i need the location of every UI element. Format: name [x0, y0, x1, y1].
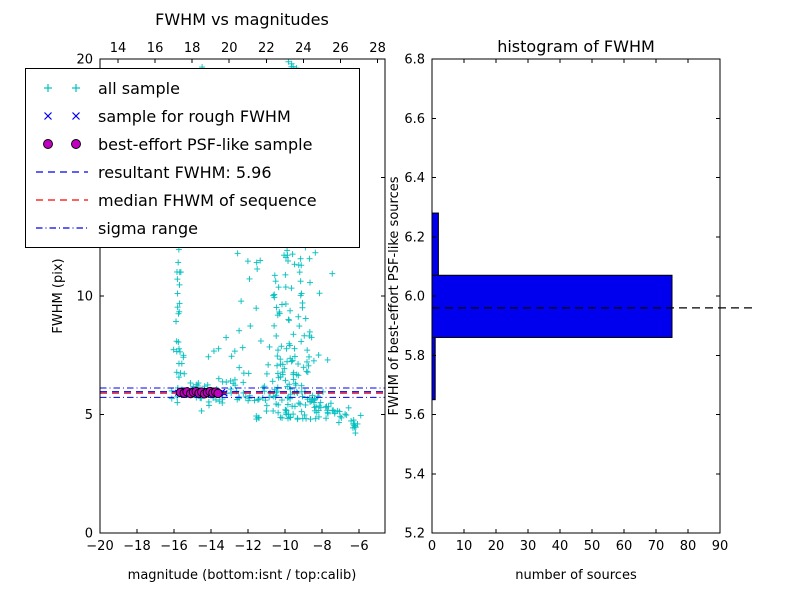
tick-label: 5: [85, 408, 93, 423]
tick-label: 24: [295, 41, 312, 56]
tick-label: 22: [258, 41, 275, 56]
tick-label: 60: [616, 539, 633, 554]
tick-label: 6.8: [404, 53, 425, 68]
psf-sample-points: [175, 386, 223, 399]
tick-label: 6.0: [404, 290, 425, 305]
legend-item: sample for rough FWHM: [34, 102, 347, 130]
tick-label: 10: [76, 290, 93, 305]
legend-label: all sample: [98, 78, 180, 98]
dashed-legend-marker: [36, 171, 88, 173]
legend: all sample sample for rough FWHM best-effo…: [25, 68, 360, 248]
tick-label: 6.4: [404, 171, 425, 186]
tick-label: 20: [488, 539, 505, 554]
tick-label: 5.4: [404, 467, 425, 482]
tick-label: 20: [221, 41, 238, 56]
left-xaxis-label: magnitude (bottom:isnt / top:calib): [128, 568, 357, 583]
tick-label: 5.6: [404, 408, 425, 423]
tick-label: 28: [369, 41, 386, 56]
dashed-legend-marker: [36, 199, 88, 201]
dashdot-legend-marker: [36, 227, 88, 229]
tick-label: 0: [428, 539, 436, 554]
histogram-bars: [431, 212, 673, 401]
legend-item: best-effort PSF-like sample: [34, 130, 347, 158]
left-yaxis-label: FWHM (pix): [51, 258, 66, 333]
legend-label: best-effort PSF-like sample: [98, 134, 313, 154]
legend-label: resultant FWHM: 5.96: [98, 162, 272, 182]
tick-label: 6.6: [404, 112, 425, 127]
x-legend-marker: [44, 112, 80, 120]
right-yaxis-label: FWHM of best-effort PSF-like sources: [387, 176, 402, 415]
tick-label: 18: [184, 41, 201, 56]
tick-label: −20: [86, 539, 113, 554]
tick-label: −12: [234, 539, 261, 554]
right-xaxis-label: number of sources: [515, 568, 637, 583]
tick-label: 20: [76, 53, 93, 68]
circle-legend-marker: [43, 139, 81, 149]
legend-label: median FHWM of sequence: [98, 190, 317, 210]
tick-label: 70: [648, 539, 665, 554]
legend-label: sigma range: [98, 218, 198, 238]
legend-item: median FHWM of sequence: [34, 186, 347, 214]
tick-label: 26: [332, 41, 349, 56]
tick-label: 30: [520, 539, 537, 554]
tick-label: 6.2: [404, 230, 425, 245]
tick-label: 10: [456, 539, 473, 554]
tick-label: 5.2: [404, 527, 425, 542]
tick-label: −10: [271, 539, 298, 554]
tick-label: −18: [123, 539, 150, 554]
tick-label: 5.8: [404, 349, 425, 364]
legend-item: resultant FWHM: 5.96: [34, 158, 347, 186]
tick-label: −14: [197, 539, 224, 554]
tick-label: 90: [712, 539, 729, 554]
left-chart-title: FWHM vs magnitudes: [155, 10, 329, 29]
tick-label: 16: [147, 41, 164, 56]
tick-label: 14: [110, 41, 127, 56]
tick-label: −6: [350, 539, 369, 554]
legend-item: sigma range: [34, 214, 347, 242]
plus-legend-marker: [44, 84, 80, 92]
tick-label: 50: [584, 539, 601, 554]
tick-label: −8: [312, 539, 331, 554]
tick-label: 0: [85, 527, 93, 542]
tick-label: 80: [680, 539, 697, 554]
legend-item: all sample: [34, 74, 347, 102]
legend-label: sample for rough FWHM: [98, 106, 291, 126]
tick-label: −16: [160, 539, 187, 554]
tick-label: 40: [552, 539, 569, 554]
right-chart-title: histogram of FWHM: [497, 37, 655, 56]
